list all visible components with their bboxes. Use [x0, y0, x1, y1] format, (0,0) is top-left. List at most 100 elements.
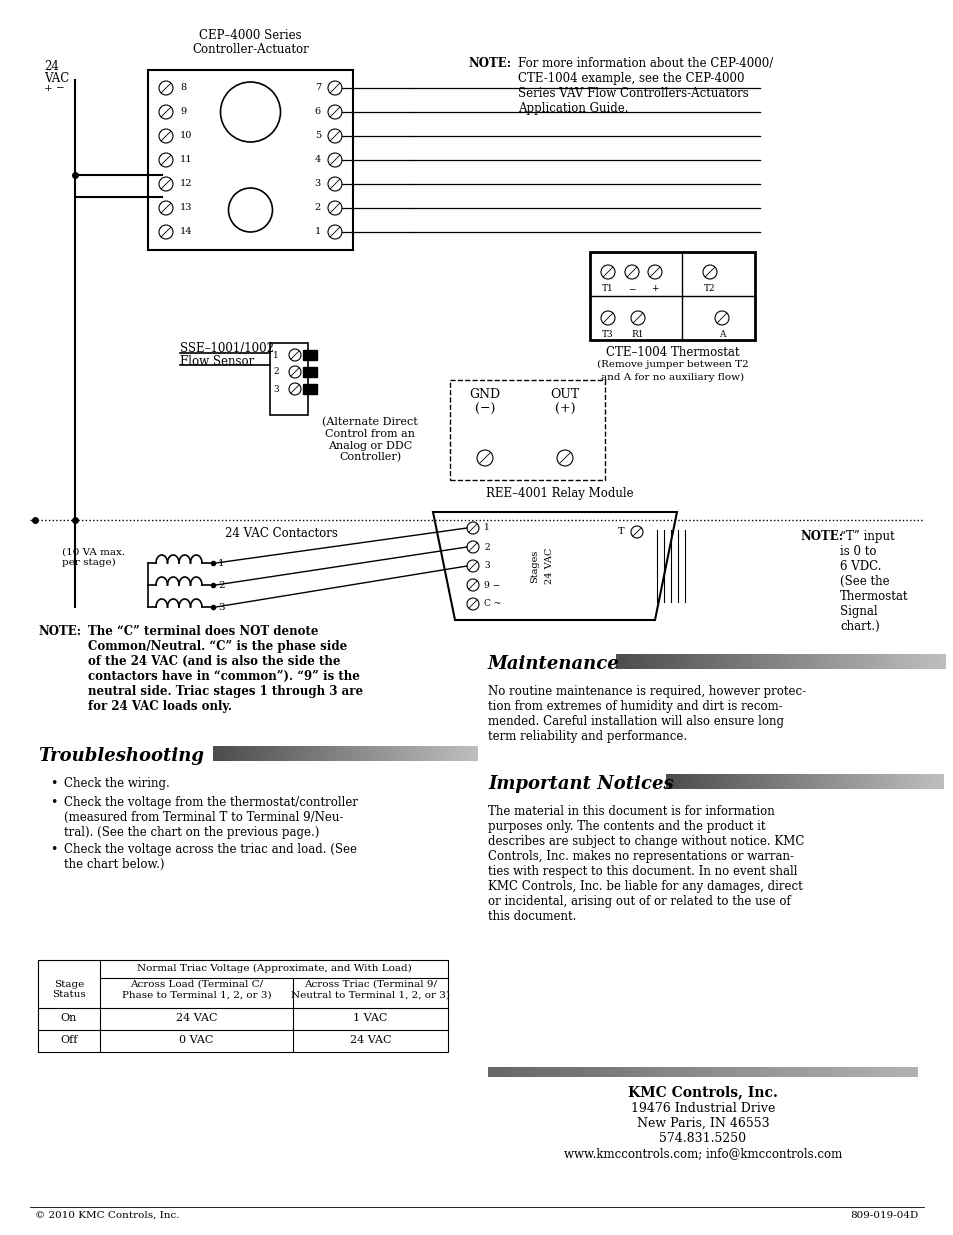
Bar: [670, 1067, 676, 1077]
Bar: [759, 774, 763, 789]
Text: R1: R1: [631, 330, 643, 338]
Bar: [797, 655, 801, 669]
Bar: [431, 746, 435, 761]
Bar: [450, 380, 604, 480]
Bar: [735, 774, 739, 789]
Bar: [515, 1067, 520, 1077]
Bar: [643, 1067, 649, 1077]
Text: 24 VAC: 24 VAC: [545, 548, 554, 584]
Text: GND: GND: [469, 388, 500, 401]
Bar: [866, 655, 871, 669]
Bar: [912, 774, 916, 789]
Bar: [718, 774, 721, 789]
Bar: [916, 655, 921, 669]
Bar: [488, 1067, 494, 1077]
Bar: [345, 746, 349, 761]
Text: Normal Triac Voltage (Approximate, and With Load): Normal Triac Voltage (Approximate, and W…: [136, 965, 411, 973]
Bar: [723, 1067, 730, 1077]
Bar: [760, 655, 764, 669]
Text: 24: 24: [44, 61, 59, 73]
Bar: [692, 1067, 698, 1077]
Bar: [728, 774, 732, 789]
Bar: [401, 746, 405, 761]
Text: T1: T1: [601, 284, 613, 293]
Bar: [640, 655, 644, 669]
Text: Check the wiring.: Check the wiring.: [64, 777, 170, 790]
Bar: [437, 746, 441, 761]
Bar: [302, 746, 306, 761]
Bar: [648, 655, 653, 669]
Bar: [769, 774, 774, 789]
Bar: [562, 1067, 569, 1077]
Text: Check the voltage from the thermostat/controller
(measured from Terminal T to Te: Check the voltage from the thermostat/co…: [64, 797, 357, 839]
Bar: [457, 746, 461, 761]
Bar: [589, 252, 754, 340]
Bar: [216, 746, 220, 761]
Bar: [818, 774, 822, 789]
Bar: [762, 774, 766, 789]
Bar: [847, 1067, 853, 1077]
Bar: [678, 655, 681, 669]
Bar: [468, 746, 472, 761]
Bar: [767, 1067, 773, 1077]
Bar: [249, 746, 253, 761]
Bar: [616, 655, 620, 669]
Bar: [286, 746, 290, 761]
Text: Across Triac (Terminal 9/
Neutral to Terminal 1, 2, or 3): Across Triac (Terminal 9/ Neutral to Ter…: [291, 981, 450, 999]
Bar: [860, 774, 863, 789]
Text: 3: 3: [273, 384, 278, 394]
Bar: [702, 1067, 708, 1077]
Bar: [493, 1067, 498, 1077]
Bar: [884, 1067, 891, 1077]
Bar: [782, 1067, 789, 1077]
Bar: [266, 746, 270, 761]
Bar: [859, 655, 863, 669]
Bar: [846, 655, 851, 669]
Bar: [729, 1067, 735, 1077]
Text: (+): (+): [554, 403, 575, 416]
Bar: [890, 1067, 896, 1077]
Text: 24 VAC: 24 VAC: [350, 1035, 391, 1045]
Bar: [710, 774, 715, 789]
Bar: [415, 746, 418, 761]
Bar: [669, 774, 673, 789]
Bar: [849, 774, 853, 789]
Text: 1: 1: [218, 558, 224, 568]
Bar: [682, 774, 686, 789]
Bar: [707, 774, 711, 789]
Bar: [362, 746, 366, 761]
Text: 5: 5: [314, 131, 320, 141]
Bar: [799, 1067, 804, 1077]
Bar: [672, 774, 677, 789]
Text: 3: 3: [483, 562, 489, 571]
Bar: [821, 1067, 826, 1077]
Bar: [908, 774, 912, 789]
Bar: [887, 774, 891, 789]
Bar: [421, 746, 425, 761]
Bar: [611, 1067, 617, 1077]
Bar: [653, 655, 657, 669]
Bar: [929, 774, 933, 789]
Bar: [904, 774, 909, 789]
Bar: [498, 1067, 504, 1077]
Text: 13: 13: [180, 204, 193, 212]
Bar: [685, 655, 690, 669]
Bar: [536, 1067, 541, 1077]
Bar: [846, 774, 850, 789]
Bar: [891, 774, 895, 789]
Text: C ~: C ~: [483, 599, 500, 609]
Bar: [761, 1067, 767, 1077]
Bar: [724, 774, 728, 789]
Bar: [877, 774, 881, 789]
Bar: [305, 746, 309, 761]
Text: 4: 4: [314, 156, 320, 164]
Bar: [862, 655, 867, 669]
Bar: [731, 655, 736, 669]
Bar: [781, 655, 785, 669]
Text: New Paris, IN 46553: New Paris, IN 46553: [636, 1116, 768, 1130]
Bar: [148, 70, 353, 249]
Bar: [632, 655, 637, 669]
Text: 574.831.5250: 574.831.5250: [659, 1132, 746, 1145]
Bar: [451, 746, 455, 761]
Bar: [303, 350, 316, 359]
